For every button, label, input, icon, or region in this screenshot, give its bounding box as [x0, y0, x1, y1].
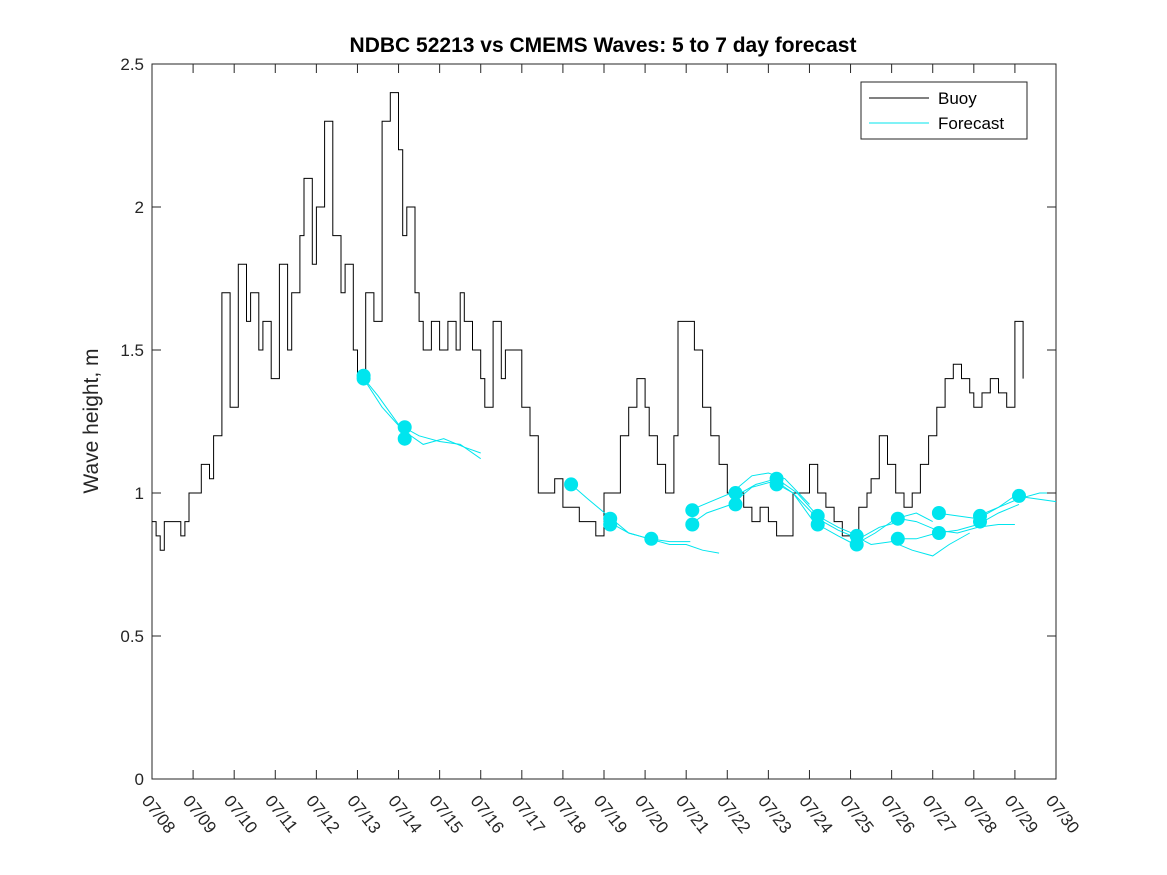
forecast-start-marker-9: [685, 503, 700, 518]
y-tick-label: 1: [135, 484, 144, 503]
x-tick-label: 07/14: [384, 792, 425, 837]
legend-forecast-label: Forecast: [938, 114, 1004, 133]
forecast-run-line-7: [735, 478, 859, 537]
y-axis-label: Wave height, m: [80, 348, 103, 493]
y-tick-label: 0: [135, 770, 144, 789]
forecast-run-line-1: [361, 375, 481, 460]
forecast-start-marker-3: [397, 420, 412, 435]
x-tick-label: 07/24: [795, 792, 836, 837]
forecast-start-marker-22: [931, 526, 946, 540]
x-tick-label: 07/23: [754, 792, 795, 837]
x-tick-label: 07/20: [631, 792, 672, 837]
buoy-line: [152, 92, 1024, 551]
forecast-start-marker-8: [644, 531, 659, 546]
y-tick-label: 1.5: [120, 341, 144, 360]
x-tick-label: 07/15: [425, 792, 466, 837]
forecast-start-marker-14: [769, 477, 784, 492]
forecast-series: [356, 368, 1057, 557]
forecast-run-line-2: [363, 378, 481, 454]
y-axis-ticks: 0 0.5 1 1.5 2 2.5: [120, 55, 1056, 789]
x-tick-label: 07/29: [1001, 792, 1042, 837]
forecast-start-marker-11: [728, 486, 743, 500]
forecast-start-marker-5: [564, 477, 579, 492]
x-tick-label: 07/10: [220, 792, 261, 837]
x-tick-label: 07/17: [508, 792, 549, 837]
forecast-run-line-5: [690, 472, 810, 511]
forecast-start-marker-12: [728, 497, 743, 512]
x-tick-label: 07/21: [672, 792, 713, 837]
forecast-run-line-10: [854, 532, 970, 557]
forecast-start-marker-7: [603, 517, 618, 532]
x-tick-label: 07/11: [261, 792, 301, 836]
forecast-start-marker-24: [973, 514, 987, 529]
x-tick-label: 07/25: [836, 792, 877, 837]
forecast-run-line-11: [899, 518, 1015, 534]
x-tick-label: 07/28: [960, 792, 1001, 837]
chart-title: NDBC 52213 vs CMEMS Waves: 5 to 7 day fo…: [350, 34, 857, 57]
forecast-start-marker-2: [356, 371, 371, 386]
x-tick-label: 07/26: [877, 792, 918, 837]
legend: Buoy Forecast: [860, 81, 1028, 140]
plot-area: [151, 63, 1057, 780]
forecast-run-line-4: [607, 521, 720, 554]
forecast-start-marker-4: [397, 431, 412, 446]
y-tick-label: 2: [135, 198, 144, 217]
x-tick-label: 07/19: [590, 792, 631, 837]
x-tick-label: 07/27: [919, 792, 960, 837]
legend-box: [860, 81, 1028, 140]
y-tick-label: 0.5: [120, 627, 144, 646]
forecast-start-marker-18: [849, 537, 864, 552]
forecast-start-marker-19: [890, 511, 905, 526]
x-tick-label: 07/16: [467, 792, 508, 837]
legend-buoy-label: Buoy: [938, 89, 977, 108]
x-tick-label: 07/18: [549, 792, 590, 837]
forecast-start-marker-20: [890, 531, 905, 546]
forecast-run-line-9: [817, 512, 933, 546]
x-tick-label: 07/30: [1042, 792, 1083, 837]
buoy-series: [152, 92, 1024, 551]
forecast-start-marker-25: [1012, 488, 1026, 503]
forecast-start-marker-16: [810, 517, 825, 532]
x-tick-label: 07/08: [138, 792, 179, 837]
forecast-run-line-12: [895, 503, 1020, 540]
forecast-start-marker-21: [931, 506, 946, 520]
forecast-start-marker-10: [685, 517, 700, 532]
x-tick-label: 07/13: [343, 792, 384, 837]
y-tick-label: 2.5: [120, 55, 144, 74]
x-tick-label: 07/09: [179, 792, 220, 837]
x-tick-label: 07/12: [302, 792, 343, 837]
x-tick-label: 07/22: [713, 792, 754, 837]
forecast-run-line-8: [776, 481, 901, 540]
